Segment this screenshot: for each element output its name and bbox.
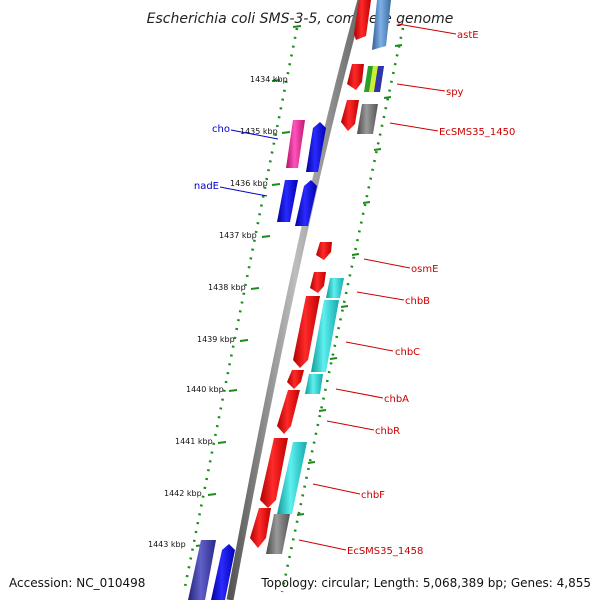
accession-text: Accession: NC_010498 [9, 576, 145, 590]
leader-nadE [219, 186, 268, 197]
gene-label-cho: cho [212, 124, 230, 135]
gene-arrow-chbA [287, 370, 304, 389]
tick-right [318, 409, 327, 412]
tick-right [296, 513, 305, 516]
leader-spy [396, 83, 446, 92]
tick-right [383, 96, 392, 99]
tick-label-1439: 1439 kbp [197, 335, 235, 344]
gene-arrow-spy [347, 64, 364, 90]
tick-label-1440: 1440 kbp [186, 385, 224, 394]
gene-box-spy-cog2 [369, 66, 378, 92]
gene-box-chbC [311, 300, 339, 372]
tick-1442 [207, 493, 217, 496]
ruler-tick-labels: 1434 kbp 1435 kbp 1436 kbp 1437 kbp 1438… [148, 75, 288, 549]
tick-1440 [228, 389, 238, 392]
tick-1438 [250, 287, 260, 290]
gene-box-EcSMS35_1450-cog [357, 104, 378, 134]
gene-arrow-cho-blue [306, 122, 326, 172]
leader-cho [230, 129, 279, 140]
tick-1441 [217, 441, 227, 444]
gene-label-chbC: chbC [395, 347, 420, 358]
gene-label-EcSMS35_1450: EcSMS35_1450 [439, 127, 515, 138]
tick-1439 [239, 339, 249, 342]
tick-right [373, 148, 382, 151]
gene-arrow-chbR [277, 390, 300, 434]
leader-chbA [335, 388, 384, 399]
leader-osmE [363, 258, 411, 269]
tick-right [340, 305, 349, 308]
tick-right [394, 44, 403, 47]
gene-box-chbB [326, 278, 344, 298]
gene-label-astE: astE [457, 30, 479, 41]
gene-labels: astE spy EcSMS35_1450 cho nadE osmE chbB… [194, 30, 515, 557]
tick-1435 [281, 131, 291, 134]
gene-arrow-EcSMS35_1450 [341, 100, 359, 131]
tick-label-1434: 1434 kbp [250, 75, 288, 84]
gene-box-chbF [277, 442, 307, 514]
leader-chbC [345, 341, 394, 352]
leader-astE [397, 23, 457, 35]
gene-label-chbR: chbR [375, 426, 400, 437]
gene-features [188, 0, 391, 600]
gene-arrow-chbB [310, 272, 326, 293]
gene-arrow-osmE [316, 242, 332, 260]
gene-label-nadE: nadE [194, 181, 219, 192]
gene-label-spy: spy [446, 87, 464, 98]
gene-label-osmE: osmE [411, 264, 438, 275]
gene-label-chbB: chbB [405, 296, 430, 307]
tick-right [351, 253, 360, 256]
gene-arrow-chbF [260, 438, 288, 508]
tick-1436 [271, 183, 281, 186]
leader-chbF [312, 483, 361, 495]
tick-label-1441: 1441 kbp [175, 437, 213, 446]
map-title: Escherichia coli SMS-3-5, complete genom… [147, 11, 454, 27]
gene-box-chbA [305, 374, 323, 394]
tick-label-1442: 1442 kbp [164, 489, 202, 498]
gene-label-chbA: chbA [384, 394, 409, 405]
genome-backbone [226, 0, 365, 600]
tick-label-1436: 1436 kbp [230, 179, 268, 188]
gene-arrow-bottom-blue [211, 544, 235, 600]
leader-EcSMS35_1450 [389, 122, 439, 132]
gene-label-EcSMS35_1458: EcSMS35_1458 [347, 546, 423, 557]
ruler-ticks [195, 25, 403, 547]
tick-label-1435: 1435 kbp [240, 127, 278, 136]
gene-label-leaders [219, 23, 457, 551]
tick-label-1437: 1437 kbp [219, 231, 257, 240]
gene-box-EcSMS35_1458 [266, 514, 290, 554]
gene-arrow-EcSMS35_1458 [250, 508, 271, 548]
tick-1434 [271, 79, 281, 82]
tick-right [307, 461, 316, 464]
tick-label-1438: 1438 kbp [208, 283, 246, 292]
gene-arrow-astE-steel [372, 0, 391, 50]
gene-arrow-nadE-a [277, 180, 298, 222]
gene-box-spy-cog3 [374, 66, 384, 92]
ruler-dotted-track-right [280, 27, 405, 593]
leader-EcSMS35_1458 [298, 539, 347, 551]
tick-right [329, 357, 338, 360]
gene-label-chbF: chbF [361, 490, 385, 501]
tick-1437 [261, 235, 271, 238]
tick-1433 [292, 25, 302, 28]
leader-chbB [356, 291, 405, 301]
gene-arrow-nadE-b [295, 180, 317, 226]
tick-right [362, 201, 371, 204]
gene-arrow-cho-magenta [286, 120, 305, 168]
gene-arrow-bottom-indigo [188, 540, 216, 600]
genome-summary-text: Topology: circular; Length: 5,068,389 bp… [260, 576, 591, 590]
tick-label-1443: 1443 kbp [148, 540, 186, 549]
leader-chbR [326, 420, 375, 431]
gene-arrow-chbC [293, 296, 320, 368]
gene-arrow-astE-red [354, 0, 371, 40]
